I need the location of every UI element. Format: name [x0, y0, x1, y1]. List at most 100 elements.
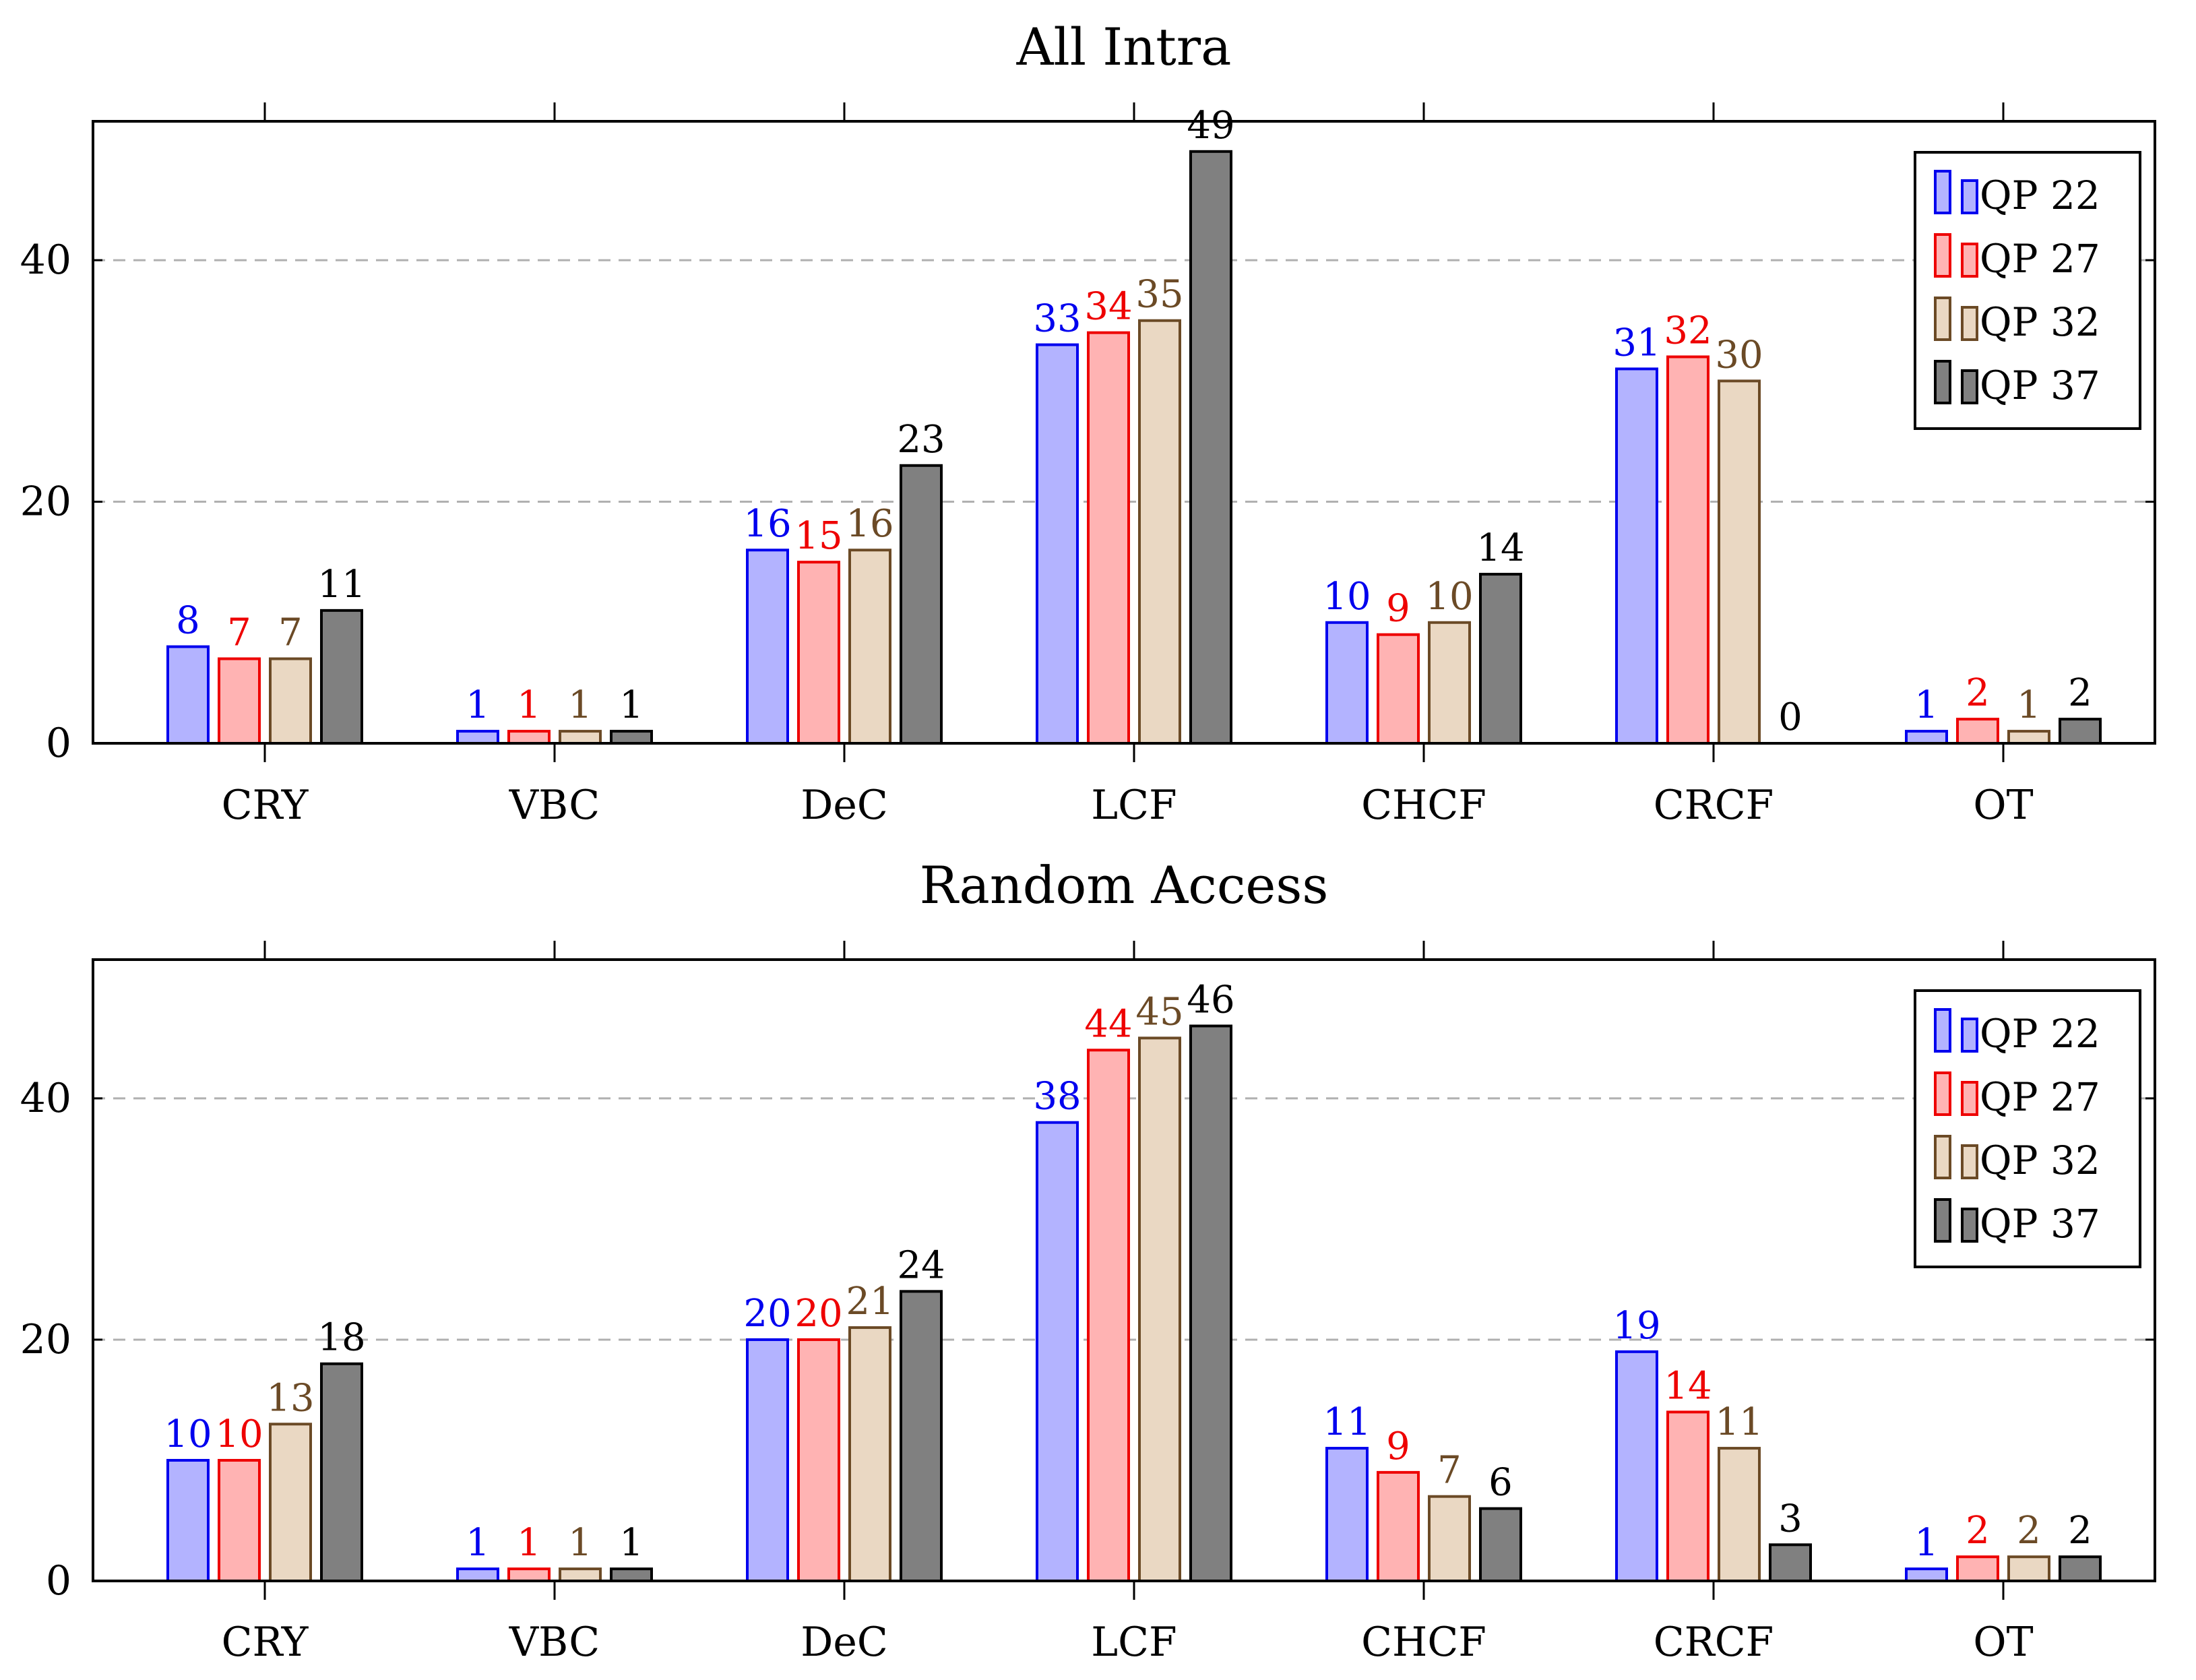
x-tick-label: LCF [1091, 782, 1177, 829]
legend-entry: QP 37 [1980, 1201, 2100, 1247]
x-tick-label: OT [1973, 782, 2033, 829]
x-tick-label: VBC [509, 1619, 600, 1666]
data-label: 1 [466, 1521, 490, 1565]
bar-qp-37-chcf [1479, 1507, 1522, 1582]
bar-qp-37-lcf [1189, 150, 1232, 745]
data-label: 18 [317, 1316, 365, 1360]
bar-qp-37-vbc [610, 730, 653, 745]
bar-qp-37-ot [2059, 718, 2102, 745]
x-tick-label: CRY [222, 782, 309, 829]
bar-qp-37-crcf [1769, 1543, 1812, 1582]
bar-qp-22-ot [1905, 730, 1948, 745]
plot-frame [92, 958, 2156, 1582]
bar-qp-37-cry [320, 609, 363, 745]
data-label: 14 [1664, 1364, 1712, 1408]
bar-qp-32-dec [848, 1326, 891, 1582]
legend: QP 22 QP 27 QP 32 QP 37 [1914, 989, 2141, 1268]
bar-qp-32-cry [269, 657, 312, 745]
data-label: 11 [317, 563, 365, 606]
data-label: 1 [517, 1521, 541, 1565]
data-label: 10 [164, 1412, 212, 1456]
y-tick-label: 0 [46, 1557, 71, 1605]
x-tick-label: CHCF [1361, 1619, 1486, 1666]
x-tick-label: DeC [801, 1619, 888, 1666]
bar-qp-22-chcf [1325, 1447, 1369, 1582]
bar-qp-22-lcf [1036, 1121, 1079, 1582]
data-label: 1 [2017, 683, 2041, 727]
bar-qp-32-crcf [1718, 1447, 1761, 1582]
bar-qp-32-vbc [559, 1567, 602, 1583]
data-label: 49 [1187, 104, 1234, 148]
y-tick-label: 0 [46, 720, 71, 767]
bar-qp-27-dec [797, 561, 840, 745]
data-label: 46 [1187, 978, 1234, 1022]
bar-qp-37-cry [320, 1362, 363, 1582]
bar-qp-22-dec [746, 549, 789, 745]
x-tick-label: DeC [801, 782, 888, 829]
legend-swatch [1961, 179, 1978, 214]
data-label: 6 [1488, 1461, 1513, 1505]
data-label: 1 [619, 683, 644, 727]
bar-qp-22-cry [166, 645, 210, 745]
data-label: 2 [1966, 1509, 1990, 1553]
bar-qp-27-ot [1956, 1555, 1999, 1582]
bar-qp-27-lcf [1087, 331, 1130, 745]
legend-swatch [1961, 1144, 1978, 1179]
data-label: 2 [2068, 1509, 2092, 1553]
bar-qp-27-chcf [1377, 1470, 1420, 1582]
data-label: 2 [2068, 671, 2092, 715]
data-label: 23 [897, 418, 945, 462]
legend-entry: QP 32 [1980, 1138, 2100, 1183]
data-label: 13 [266, 1376, 314, 1420]
y-tick-label: 40 [20, 237, 71, 284]
bar-qp-22-crcf [1615, 367, 1658, 745]
data-label: 1 [517, 683, 541, 727]
data-label: 1 [568, 683, 592, 727]
legend-swatch [1934, 1071, 1951, 1116]
legend-entry: QP 27 [1980, 236, 2100, 282]
y-tick-label: 20 [20, 478, 71, 526]
data-label: 7 [278, 611, 303, 655]
data-label: 9 [1386, 587, 1410, 631]
bar-qp-27-cry [218, 657, 261, 745]
bar-qp-32-ot [2007, 730, 2050, 745]
data-label: 38 [1033, 1075, 1081, 1119]
data-label: 14 [1476, 526, 1524, 570]
data-label: 10 [1323, 575, 1371, 619]
chart-title: All Intra [1016, 17, 1232, 77]
x-tick-label: VBC [509, 782, 600, 829]
x-tick-label: CRCF [1654, 782, 1774, 829]
legend-entry: QP 22 [1980, 173, 2100, 218]
data-label: 11 [1715, 1400, 1763, 1444]
bar-qp-27-vbc [507, 730, 551, 745]
bar-qp-22-vbc [456, 730, 499, 745]
data-label: 3 [1778, 1497, 1802, 1541]
data-label: 1 [1914, 683, 1939, 727]
bar-qp-32-lcf [1138, 1036, 1181, 1582]
legend: QP 22 QP 27 QP 32 QP 37 [1914, 151, 2141, 430]
data-label: 20 [794, 1292, 842, 1336]
x-tick-label: CHCF [1361, 782, 1486, 829]
bar-qp-32-crcf [1718, 379, 1761, 745]
data-label: 33 [1033, 297, 1081, 341]
bar-qp-22-chcf [1325, 621, 1369, 745]
bar-qp-27-dec [797, 1338, 840, 1583]
data-label: 1 [1914, 1521, 1939, 1565]
bar-qp-32-chcf [1428, 621, 1471, 745]
x-tick-label: CRY [222, 1619, 309, 1666]
bar-qp-37-vbc [610, 1567, 653, 1583]
bar-qp-22-lcf [1036, 343, 1079, 745]
x-tick-label: CRCF [1654, 1619, 1774, 1666]
bar-qp-22-dec [746, 1338, 789, 1583]
bar-qp-37-dec [900, 1290, 943, 1582]
bar-qp-37-lcf [1189, 1024, 1232, 1583]
bar-qp-32-lcf [1138, 319, 1181, 745]
data-label: 7 [1437, 1449, 1462, 1493]
data-label: 15 [794, 514, 842, 558]
bar-qp-37-dec [900, 464, 943, 745]
y-tick-label: 20 [20, 1316, 71, 1363]
chart-title: Random Access [920, 855, 1329, 915]
data-label: 21 [846, 1280, 893, 1324]
